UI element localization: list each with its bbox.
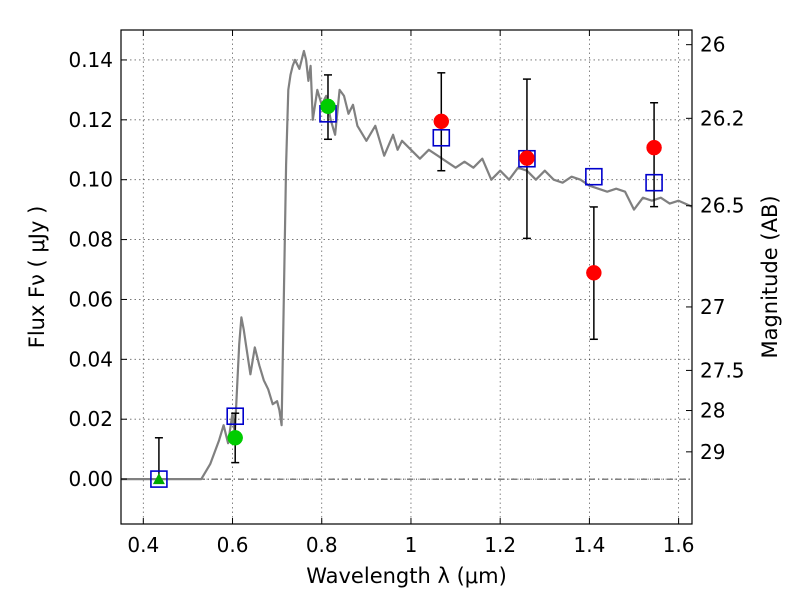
model-point-square bbox=[585, 167, 603, 186]
observed-point-triangle bbox=[152, 473, 165, 485]
plot-frame bbox=[120, 29, 693, 525]
right-tick-label: 27.5 bbox=[700, 358, 745, 382]
model-point-square bbox=[226, 407, 244, 426]
y-tick-label: 0.04 bbox=[68, 347, 113, 371]
right-tick-label: 29 bbox=[700, 440, 725, 464]
model-curve-group bbox=[121, 49, 693, 481]
y-tick-label: 0.02 bbox=[68, 407, 113, 431]
right-tick-label: 27 bbox=[700, 295, 725, 319]
right-tick-label: 26 bbox=[700, 33, 725, 57]
y-tick-label: 0.14 bbox=[68, 48, 113, 72]
x-tick-label: 0.6 bbox=[217, 533, 249, 557]
x-tick-label: 0.4 bbox=[127, 533, 159, 557]
x-tick-label: 1 bbox=[405, 533, 418, 557]
marker-group bbox=[150, 98, 663, 488]
x-tick-label: 1.4 bbox=[573, 533, 605, 557]
model-point-square bbox=[432, 128, 451, 147]
x-tick-label: 1.6 bbox=[663, 533, 695, 557]
y-axis-label: Flux Fν ( μJy ) bbox=[25, 206, 49, 349]
observed-point-circle bbox=[519, 150, 535, 166]
observed-point-circle bbox=[433, 113, 450, 130]
y-tick-label: 0.06 bbox=[68, 287, 113, 311]
x-tick-label: 0.8 bbox=[306, 533, 338, 557]
right-tick-label: 28 bbox=[700, 399, 725, 423]
right-tick-label: 26.5 bbox=[700, 194, 745, 218]
y-tick-label: 0.10 bbox=[68, 168, 113, 192]
y-axis-right-label: Magnitude (AB) bbox=[758, 195, 782, 358]
y-tick-label: 0.00 bbox=[68, 467, 113, 491]
model-sed-line bbox=[121, 49, 693, 481]
tick-group: 0.4 0.6 0.8 1 1.2 1.4 1.6 0.00 0.02 0.04 0.06 0.08 0… bbox=[68, 30, 745, 557]
observed-point-circle bbox=[586, 265, 602, 281]
y-tick-label: 0.08 bbox=[68, 228, 113, 252]
model-point-square bbox=[645, 173, 663, 192]
observed-point-circle bbox=[646, 139, 662, 156]
x-tick-label: 1.2 bbox=[484, 533, 516, 557]
observed-point-circle bbox=[320, 98, 336, 115]
right-tick-label: 26.2 bbox=[700, 106, 745, 130]
x-axis-label: Wavelength λ (μm) bbox=[306, 564, 507, 588]
model-point-square bbox=[150, 470, 168, 488]
observed-point-circle bbox=[227, 430, 243, 446]
errorbar-group bbox=[154, 72, 659, 480]
y-tick-label: 0.12 bbox=[68, 108, 113, 132]
